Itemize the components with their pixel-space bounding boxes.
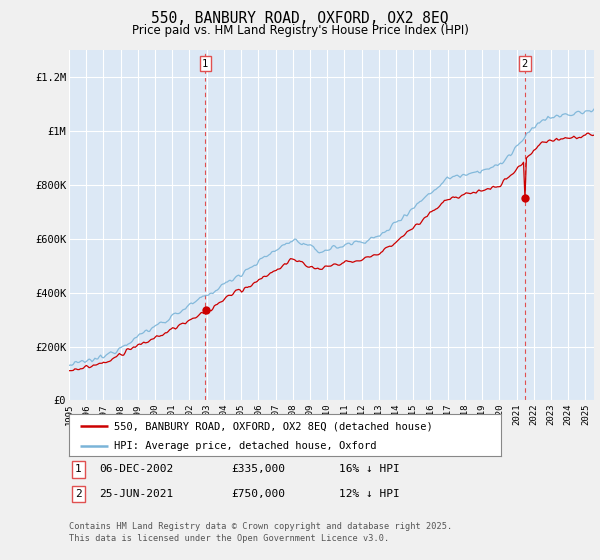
Text: 2: 2 [75, 489, 82, 499]
Text: 25-JUN-2021: 25-JUN-2021 [99, 489, 173, 499]
Text: 12% ↓ HPI: 12% ↓ HPI [339, 489, 400, 499]
Text: Contains HM Land Registry data © Crown copyright and database right 2025.
This d: Contains HM Land Registry data © Crown c… [69, 522, 452, 543]
Text: £750,000: £750,000 [231, 489, 285, 499]
Text: 1: 1 [202, 59, 208, 69]
Text: HPI: Average price, detached house, Oxford: HPI: Average price, detached house, Oxfo… [115, 441, 377, 451]
Text: Price paid vs. HM Land Registry's House Price Index (HPI): Price paid vs. HM Land Registry's House … [131, 24, 469, 36]
Text: 1: 1 [75, 464, 82, 474]
Text: 06-DEC-2002: 06-DEC-2002 [99, 464, 173, 474]
Text: 2: 2 [521, 59, 528, 69]
Text: 550, BANBURY ROAD, OXFORD, OX2 8EQ: 550, BANBURY ROAD, OXFORD, OX2 8EQ [151, 11, 449, 26]
Text: 16% ↓ HPI: 16% ↓ HPI [339, 464, 400, 474]
Text: £335,000: £335,000 [231, 464, 285, 474]
Text: 550, BANBURY ROAD, OXFORD, OX2 8EQ (detached house): 550, BANBURY ROAD, OXFORD, OX2 8EQ (deta… [115, 421, 433, 431]
